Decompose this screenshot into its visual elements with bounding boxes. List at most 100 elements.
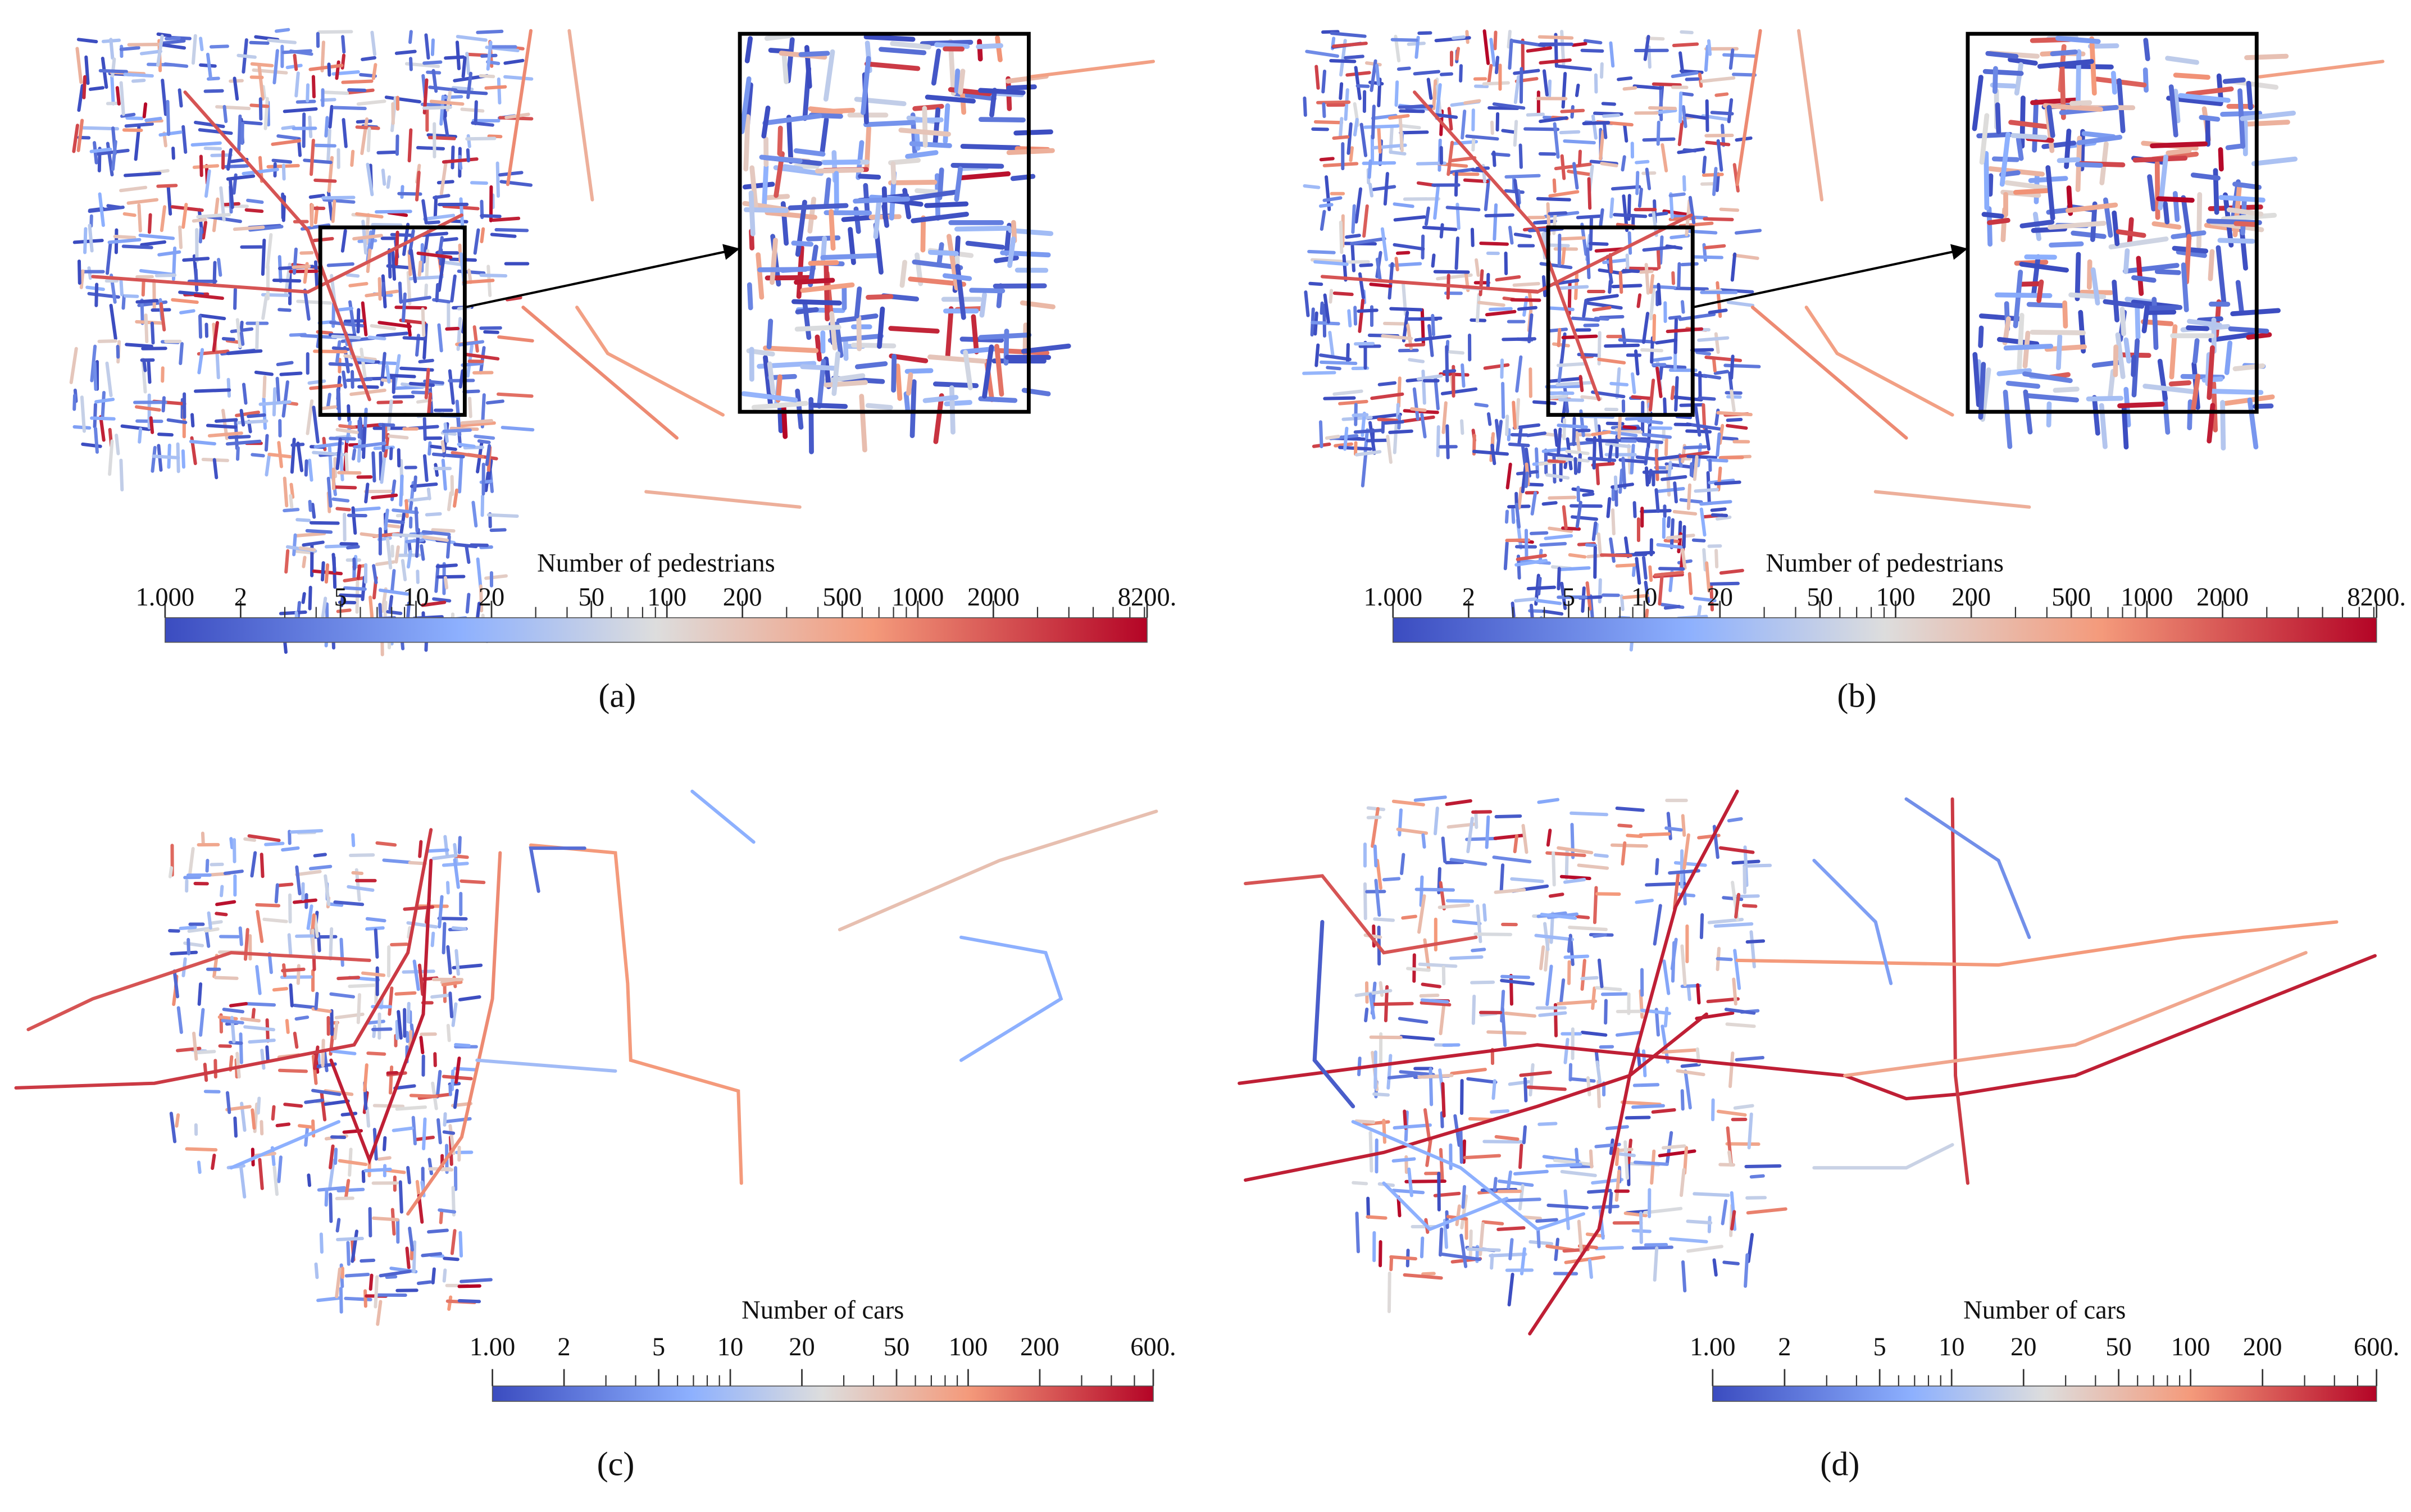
road bbox=[1676, 1069, 1705, 1077]
road bbox=[355, 212, 384, 219]
road bbox=[1661, 1144, 1686, 1150]
colorbar-tick-label: 2 bbox=[1778, 1333, 1791, 1361]
road bbox=[1614, 1169, 1621, 1202]
road bbox=[451, 450, 485, 459]
road bbox=[2192, 338, 2200, 365]
road bbox=[115, 86, 121, 106]
main-road bbox=[1843, 951, 2308, 1078]
road bbox=[471, 121, 494, 127]
road bbox=[479, 273, 508, 278]
road bbox=[356, 564, 362, 580]
road bbox=[2005, 380, 2041, 389]
road bbox=[181, 125, 188, 154]
road bbox=[1618, 271, 1623, 294]
road bbox=[229, 837, 234, 850]
road bbox=[2244, 53, 2289, 60]
main-road bbox=[529, 846, 586, 893]
road bbox=[1461, 1185, 1466, 1209]
road bbox=[203, 1090, 221, 1094]
road bbox=[905, 150, 939, 159]
road bbox=[1630, 444, 1635, 475]
main-road bbox=[1244, 874, 1478, 955]
road bbox=[1465, 836, 1498, 841]
road bbox=[388, 374, 416, 379]
road bbox=[393, 1084, 416, 1090]
road bbox=[1310, 258, 1344, 263]
road bbox=[2205, 352, 2212, 386]
road bbox=[1572, 162, 1579, 190]
road bbox=[408, 1226, 415, 1252]
road bbox=[1610, 843, 1648, 848]
road bbox=[283, 107, 318, 113]
road bbox=[1712, 167, 1718, 197]
road bbox=[1537, 576, 1542, 596]
road bbox=[1302, 371, 1336, 375]
road bbox=[888, 157, 921, 166]
road bbox=[397, 1010, 403, 1040]
road bbox=[1439, 881, 1446, 910]
road bbox=[1704, 356, 1743, 362]
main-road bbox=[1750, 306, 1908, 440]
road bbox=[1418, 316, 1443, 321]
road bbox=[1567, 170, 1591, 176]
road bbox=[399, 511, 406, 538]
road bbox=[1631, 1245, 1674, 1250]
road bbox=[2235, 280, 2244, 315]
road bbox=[1421, 982, 1441, 989]
road bbox=[436, 180, 454, 185]
road bbox=[1347, 309, 1352, 327]
road bbox=[1704, 428, 1711, 451]
road bbox=[321, 1039, 325, 1068]
road bbox=[159, 302, 166, 332]
road bbox=[1575, 914, 1590, 919]
road bbox=[1623, 536, 1630, 558]
road bbox=[796, 245, 804, 299]
road bbox=[1423, 1108, 1431, 1142]
road bbox=[1658, 365, 1663, 380]
road bbox=[1454, 236, 1459, 270]
road bbox=[2186, 325, 2210, 331]
road bbox=[1621, 841, 1627, 866]
road bbox=[1391, 799, 1425, 807]
road bbox=[1979, 113, 1990, 165]
road bbox=[1546, 828, 1552, 847]
road bbox=[1630, 372, 1636, 394]
road bbox=[1545, 1163, 1582, 1168]
road bbox=[77, 259, 81, 285]
road bbox=[1601, 102, 1616, 106]
road bbox=[1597, 958, 1604, 989]
road bbox=[1722, 1260, 1740, 1265]
road bbox=[791, 299, 842, 306]
road bbox=[386, 264, 413, 270]
road bbox=[1523, 1077, 1528, 1103]
road bbox=[319, 1232, 324, 1254]
road bbox=[1495, 275, 1521, 282]
road bbox=[924, 201, 969, 208]
road bbox=[424, 367, 430, 400]
road bbox=[767, 361, 776, 395]
road bbox=[161, 366, 165, 383]
road bbox=[342, 370, 347, 389]
road bbox=[267, 38, 297, 44]
road bbox=[1352, 1181, 1368, 1186]
road bbox=[233, 225, 265, 231]
road bbox=[1570, 1164, 1594, 1169]
road bbox=[1680, 300, 1685, 314]
road bbox=[1679, 1168, 1686, 1197]
road bbox=[1449, 858, 1487, 866]
road bbox=[401, 559, 407, 581]
road bbox=[1349, 146, 1354, 162]
road bbox=[1566, 437, 1573, 471]
road bbox=[160, 205, 167, 233]
road bbox=[277, 882, 294, 887]
road bbox=[399, 295, 431, 303]
road bbox=[1466, 1077, 1498, 1084]
road bbox=[1529, 367, 1532, 398]
road bbox=[409, 1094, 438, 1098]
road bbox=[331, 553, 336, 573]
road bbox=[1554, 1237, 1560, 1261]
road bbox=[395, 1019, 399, 1040]
road bbox=[447, 1295, 453, 1311]
road bbox=[820, 117, 829, 155]
